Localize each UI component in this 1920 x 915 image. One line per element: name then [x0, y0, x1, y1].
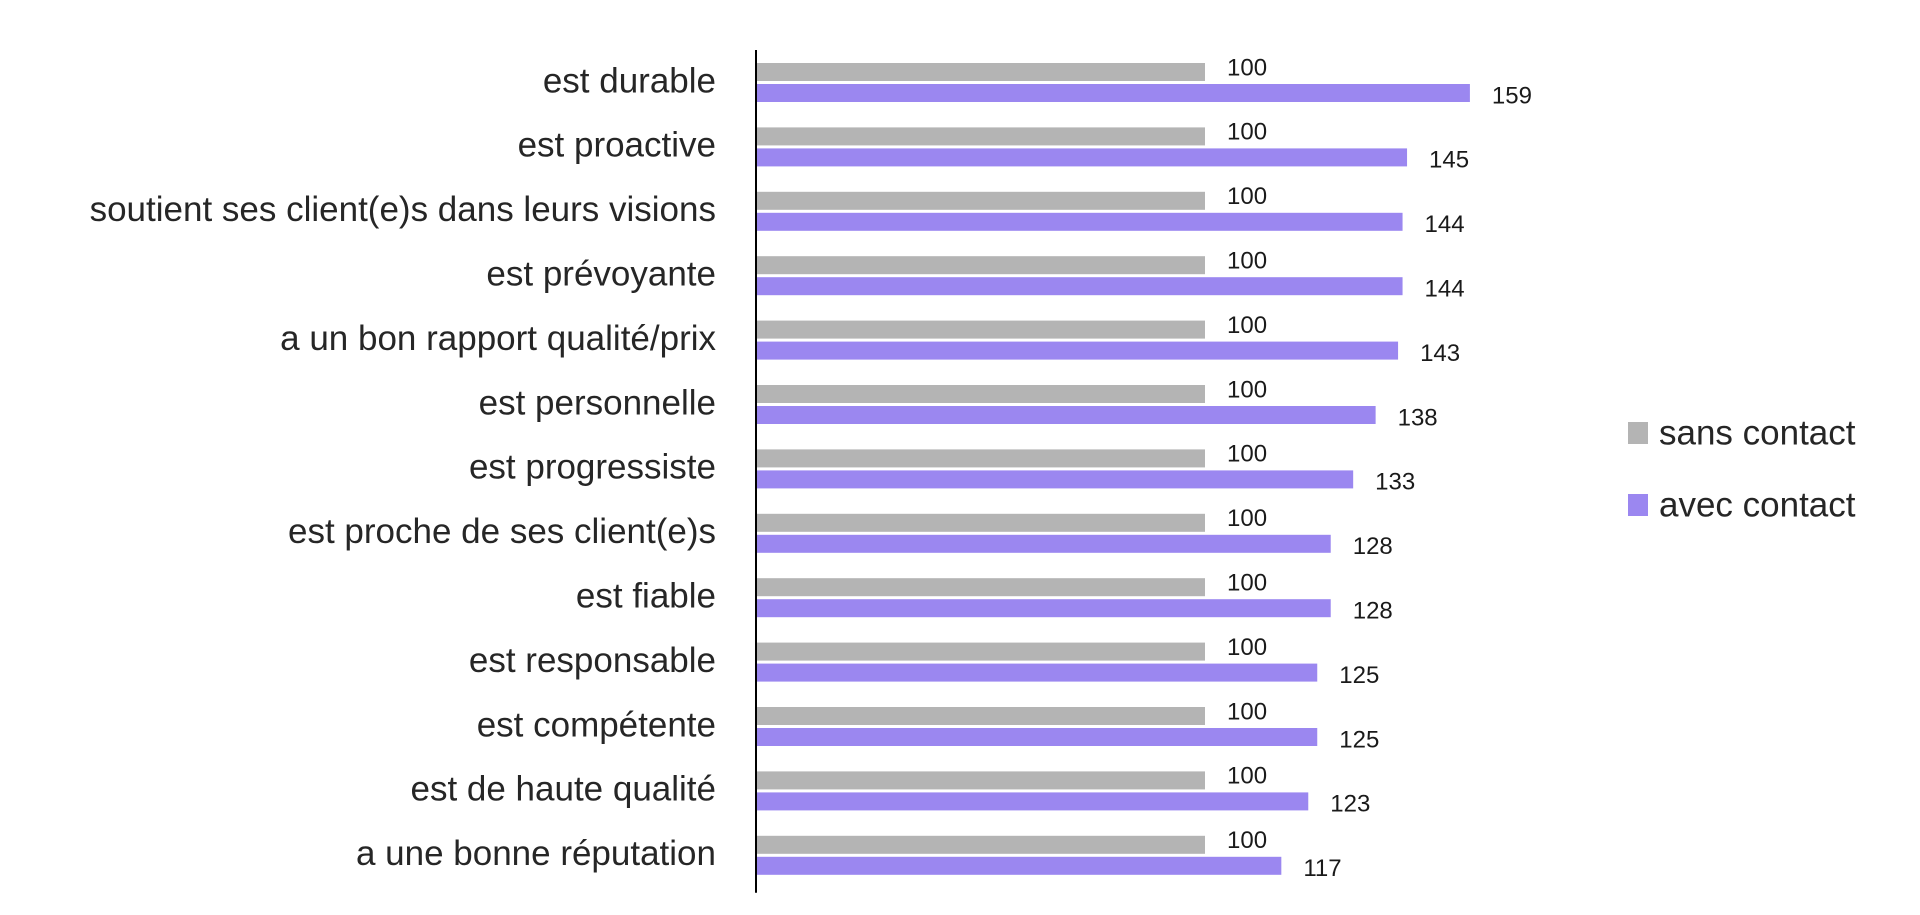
bar-sans-contact — [756, 385, 1205, 403]
bar-avec-contact — [756, 728, 1318, 746]
bar-sans-contact — [756, 707, 1205, 725]
category-label: est fiable — [576, 576, 716, 615]
data-label: 100 — [1227, 634, 1267, 661]
bar-avec-contact — [756, 599, 1331, 618]
bar-sans-contact — [756, 513, 1205, 532]
data-label: 128 — [1353, 533, 1393, 560]
data-label: 100 — [1227, 248, 1267, 275]
bar-sans-contact — [756, 63, 1205, 81]
bar-sans-contact — [756, 449, 1205, 468]
bar-avec-contact — [756, 856, 1282, 875]
data-label: 125 — [1339, 726, 1379, 753]
value-labels: 100 159 100 145 100 144 100 144 100 143 100 138 100 1… — [1227, 54, 1532, 882]
legend-swatch — [1628, 422, 1648, 444]
data-label: 100 — [1227, 376, 1267, 403]
bar-sans-contact — [756, 191, 1205, 210]
data-label: 117 — [1303, 855, 1341, 882]
data-label: 100 — [1227, 183, 1267, 210]
bar-avec-contact — [756, 792, 1309, 811]
data-label: 125 — [1339, 662, 1379, 689]
data-label: 133 — [1375, 469, 1415, 496]
category-label: est compétente — [477, 705, 716, 744]
category-label: a une bonne réputation — [356, 834, 716, 873]
data-label: 100 — [1227, 505, 1267, 532]
category-label: est personnelle — [479, 383, 716, 422]
bar-avec-contact — [756, 406, 1376, 424]
category-label: est prévoyante — [486, 254, 716, 293]
category-label: est proactive — [518, 126, 716, 165]
bar-sans-contact — [756, 256, 1205, 275]
category-label: a un bon rapport qualité/prix — [280, 319, 716, 358]
bar-sans-contact — [756, 578, 1205, 597]
data-label: 100 — [1227, 119, 1267, 146]
data-label: 123 — [1330, 791, 1370, 818]
data-label: 100 — [1227, 570, 1267, 597]
category-label: est progressiste — [469, 448, 716, 487]
data-label: 128 — [1353, 598, 1393, 625]
legend-swatch — [1628, 494, 1648, 516]
data-label: 100 — [1227, 312, 1267, 339]
data-label: 100 — [1227, 763, 1267, 790]
data-label: 100 — [1227, 54, 1267, 81]
data-label: 145 — [1429, 147, 1469, 174]
data-label: 100 — [1227, 441, 1267, 468]
category-label: est responsable — [469, 641, 716, 680]
legend-label: sans contact — [1659, 413, 1856, 452]
data-label: 144 — [1425, 276, 1465, 303]
data-label: 138 — [1398, 404, 1438, 431]
legend-label: avec contact — [1659, 485, 1856, 524]
data-label: 159 — [1492, 82, 1532, 109]
bars — [756, 63, 1470, 875]
data-label: 143 — [1420, 340, 1460, 367]
bar-sans-contact — [756, 320, 1205, 339]
bar-avec-contact — [756, 212, 1403, 231]
bar-sans-contact — [756, 771, 1205, 790]
bar-avec-contact — [756, 663, 1318, 682]
legend: sans contact avec contact — [1628, 413, 1856, 524]
bar-sans-contact — [756, 835, 1205, 854]
category-labels: est durable est proactive soutient ses cli… — [90, 61, 717, 873]
category-label: est durable — [543, 61, 716, 100]
category-label: est proche de ses client(e)s — [288, 512, 716, 551]
bar-avec-contact — [756, 84, 1470, 102]
bar-avec-contact — [756, 534, 1331, 553]
category-label: soutient ses client(e)s dans leurs visio… — [90, 190, 716, 229]
bar-avec-contact — [756, 148, 1408, 167]
bar-sans-contact — [756, 127, 1205, 146]
data-label: 144 — [1425, 211, 1465, 238]
bar-avec-contact — [756, 341, 1399, 360]
bar-avec-contact — [756, 277, 1403, 296]
data-label: 100 — [1227, 698, 1267, 725]
bar-avec-contact — [756, 470, 1354, 489]
data-label: 100 — [1227, 827, 1267, 854]
bar-sans-contact — [756, 642, 1205, 661]
category-label: est de haute qualité — [410, 770, 716, 809]
